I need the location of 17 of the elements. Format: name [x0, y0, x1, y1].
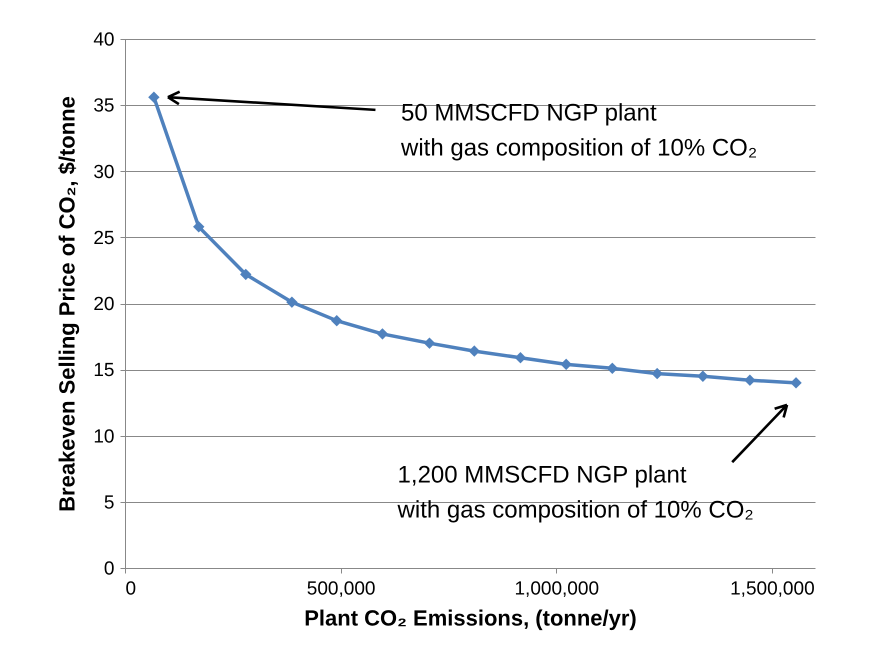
annotation: 50 MMSCFD NGP plant with gas composition of 10% CO₂	[400, 100, 758, 162]
y-tick-label: 30	[93, 162, 114, 183]
y-tick-label: 15	[93, 360, 114, 382]
y-tick-label: 10	[93, 426, 114, 448]
y-tick-label: 35	[93, 96, 114, 117]
x-axis-title: Plant CO₂ Emissions, (tonne/yr)	[304, 606, 637, 630]
y-tick-label: 0	[104, 558, 114, 580]
x-tick-label: 0	[126, 578, 136, 600]
annotation: 1,200 MMSCFD NGP plant with gas composition of 10% CO₂	[396, 461, 754, 524]
y-tick-label: 25	[93, 228, 114, 249]
x-tick-label: 1,000,000	[514, 578, 600, 600]
x-tick-label: 1,500,000	[730, 578, 815, 600]
y-tick-label: 20	[93, 294, 114, 315]
y-tick-label: 40	[93, 30, 114, 50]
y-tick-label: 5	[104, 492, 114, 514]
x-tick-label: 500,000	[306, 578, 376, 600]
y-axis-title: Breakeven Selling Price of CO₂, $/tonne	[54, 96, 80, 512]
